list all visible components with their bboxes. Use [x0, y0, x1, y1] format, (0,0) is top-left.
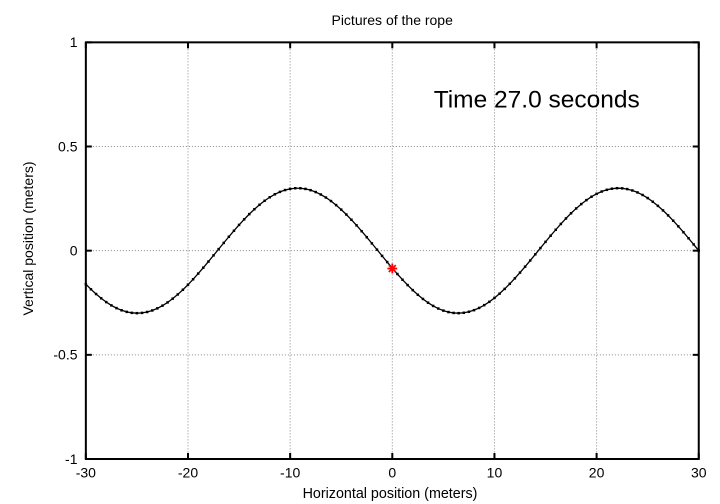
svg-text:10: 10	[487, 465, 503, 481]
svg-text:Pictures of the rope: Pictures of the rope	[331, 12, 453, 28]
svg-text:20: 20	[589, 465, 605, 481]
svg-text:1: 1	[70, 34, 78, 50]
svg-text:0: 0	[70, 242, 78, 258]
svg-text:Vertical position (meters): Vertical position (meters)	[20, 161, 36, 315]
svg-text:0.5: 0.5	[58, 138, 78, 154]
svg-text:-30: -30	[76, 465, 96, 481]
svg-text:-20: -20	[178, 465, 198, 481]
svg-text:0: 0	[388, 465, 396, 481]
svg-text:30: 30	[691, 465, 707, 481]
svg-text:Time 27.0 seconds: Time 27.0 seconds	[434, 87, 640, 114]
svg-text:-0.5: -0.5	[53, 347, 77, 363]
svg-text:Horizontal position (meters): Horizontal position (meters)	[303, 486, 478, 502]
svg-text:-1: -1	[65, 451, 78, 467]
svg-text:-10: -10	[280, 465, 300, 481]
